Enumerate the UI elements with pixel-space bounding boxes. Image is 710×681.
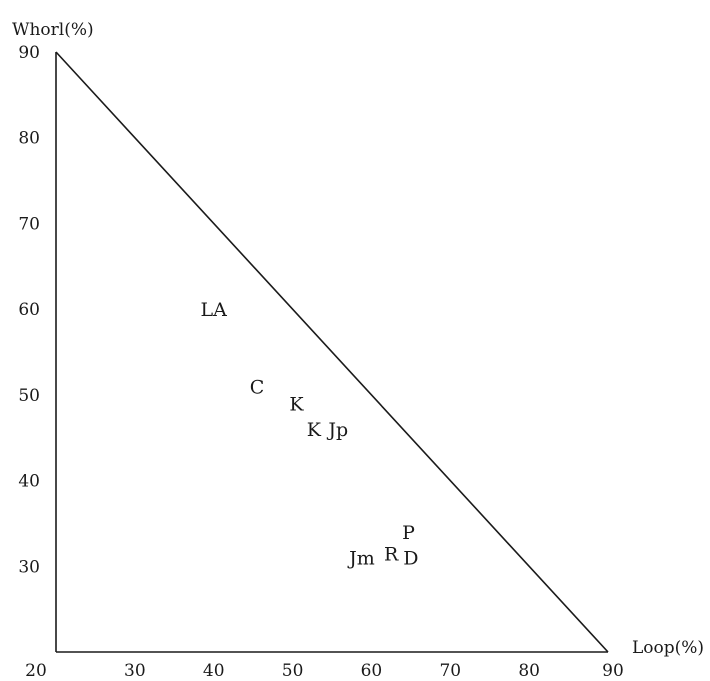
y-tick-label: 30 [18,557,40,577]
y-tick-label: 50 [18,386,40,406]
data-point-label: D [403,548,418,570]
x-tick-label: 90 [602,661,624,681]
y-tick-label: 80 [18,129,40,149]
data-point-label: C [250,376,265,398]
axes [55,51,609,653]
y-axis-label: Whorl(%) [12,20,94,40]
x-tick-label: 70 [439,661,461,681]
y-tick-label: 70 [18,214,40,234]
x-tick-label: 20 [25,661,47,681]
y-tick-label: 90 [18,43,40,63]
data-point-label: Jm [347,548,375,570]
data-point-label: K [289,393,304,415]
data-point-label: LA [201,299,228,321]
y-tick-label: 40 [18,472,40,492]
x-tick-label: 40 [203,661,225,681]
data-point-label: P [402,522,415,544]
tick-labels: 20 30 40 50 60 70 80 90 30 40 50 60 70 80 90 [18,43,623,681]
y-tick-label: 60 [18,300,40,320]
x-axis-label: Loop(%) [632,638,704,658]
x-tick-label: 50 [282,661,304,681]
x-tick-label: 80 [518,661,540,681]
x-tick-label: 60 [361,661,383,681]
data-point-label: Jp [326,419,348,441]
boundary-line [55,51,609,653]
x-tick-label: 30 [124,661,146,681]
data-point-label: R [384,543,399,565]
data-point-label: K [307,419,322,441]
